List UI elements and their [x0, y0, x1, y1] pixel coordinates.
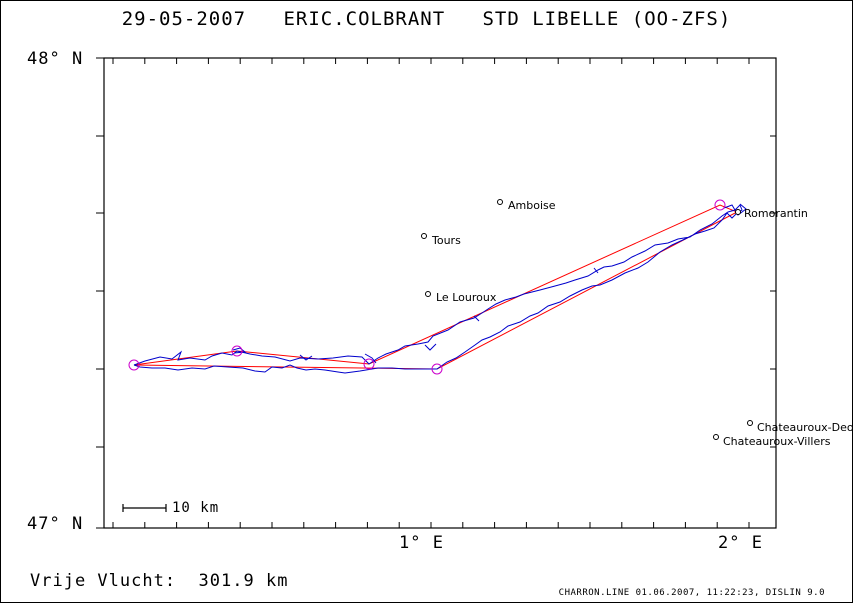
- place-label-tours: Tours: [432, 234, 461, 247]
- pilot-name: ERIC.COLBRANT: [283, 8, 446, 30]
- distance-value: 301.9 km: [198, 571, 289, 591]
- free-flight-distance: Vrije Vlucht: 301.9 km: [30, 571, 288, 591]
- glider-name: STD LIBELLE (OO-ZFS): [482, 8, 732, 30]
- place-marker: [421, 233, 427, 239]
- place-label-romorantin: Romorantin: [744, 207, 808, 220]
- place-label-le-louroux: Le Louroux: [436, 291, 497, 304]
- place-label-amboise: Amboise: [508, 199, 556, 212]
- place-label-chateauroux-deols: Chateauroux-Deols: [757, 421, 853, 434]
- scale-bar-label: 10 km: [172, 500, 220, 516]
- turnpoint-circle: [363, 358, 375, 370]
- track-path: [133, 204, 743, 374]
- lon-1-label: 1° E: [399, 533, 444, 553]
- place-marker: [735, 209, 741, 215]
- distance-label: Vrije Vlucht:: [30, 571, 177, 591]
- turnpoint-circle: [431, 363, 443, 375]
- turnpoint-circle: [714, 199, 726, 211]
- place-marker: [747, 420, 753, 426]
- track-path-2: [232, 203, 747, 364]
- place-label-chateauroux-villers: Chateauroux-Villers: [723, 435, 831, 448]
- place-markers: [421, 199, 753, 440]
- place-marker: [497, 199, 503, 205]
- turnpoint-circle: [128, 359, 140, 371]
- lat-bottom-label: 47° N: [27, 514, 84, 534]
- scale-bar: [122, 504, 167, 512]
- lat-top-label: 48° N: [27, 49, 84, 69]
- place-marker: [713, 434, 719, 440]
- place-marker: [425, 291, 431, 297]
- footer-info: CHARRON.LINE 01.06.2007, 11:22:23, DISLI…: [558, 588, 825, 598]
- flight-track: [133, 203, 747, 374]
- turnpoint-markers: [128, 199, 726, 375]
- flight-date: 29-05-2007: [121, 8, 247, 30]
- flight-title: 29-05-2007 ERIC.COLBRANT STD LIBELLE (OO…: [0, 8, 853, 30]
- lon-2-label: 2° E: [718, 533, 763, 553]
- turnpoint-circle: [231, 345, 243, 357]
- axis-ticks: [96, 57, 776, 529]
- plot-border: [103, 57, 777, 529]
